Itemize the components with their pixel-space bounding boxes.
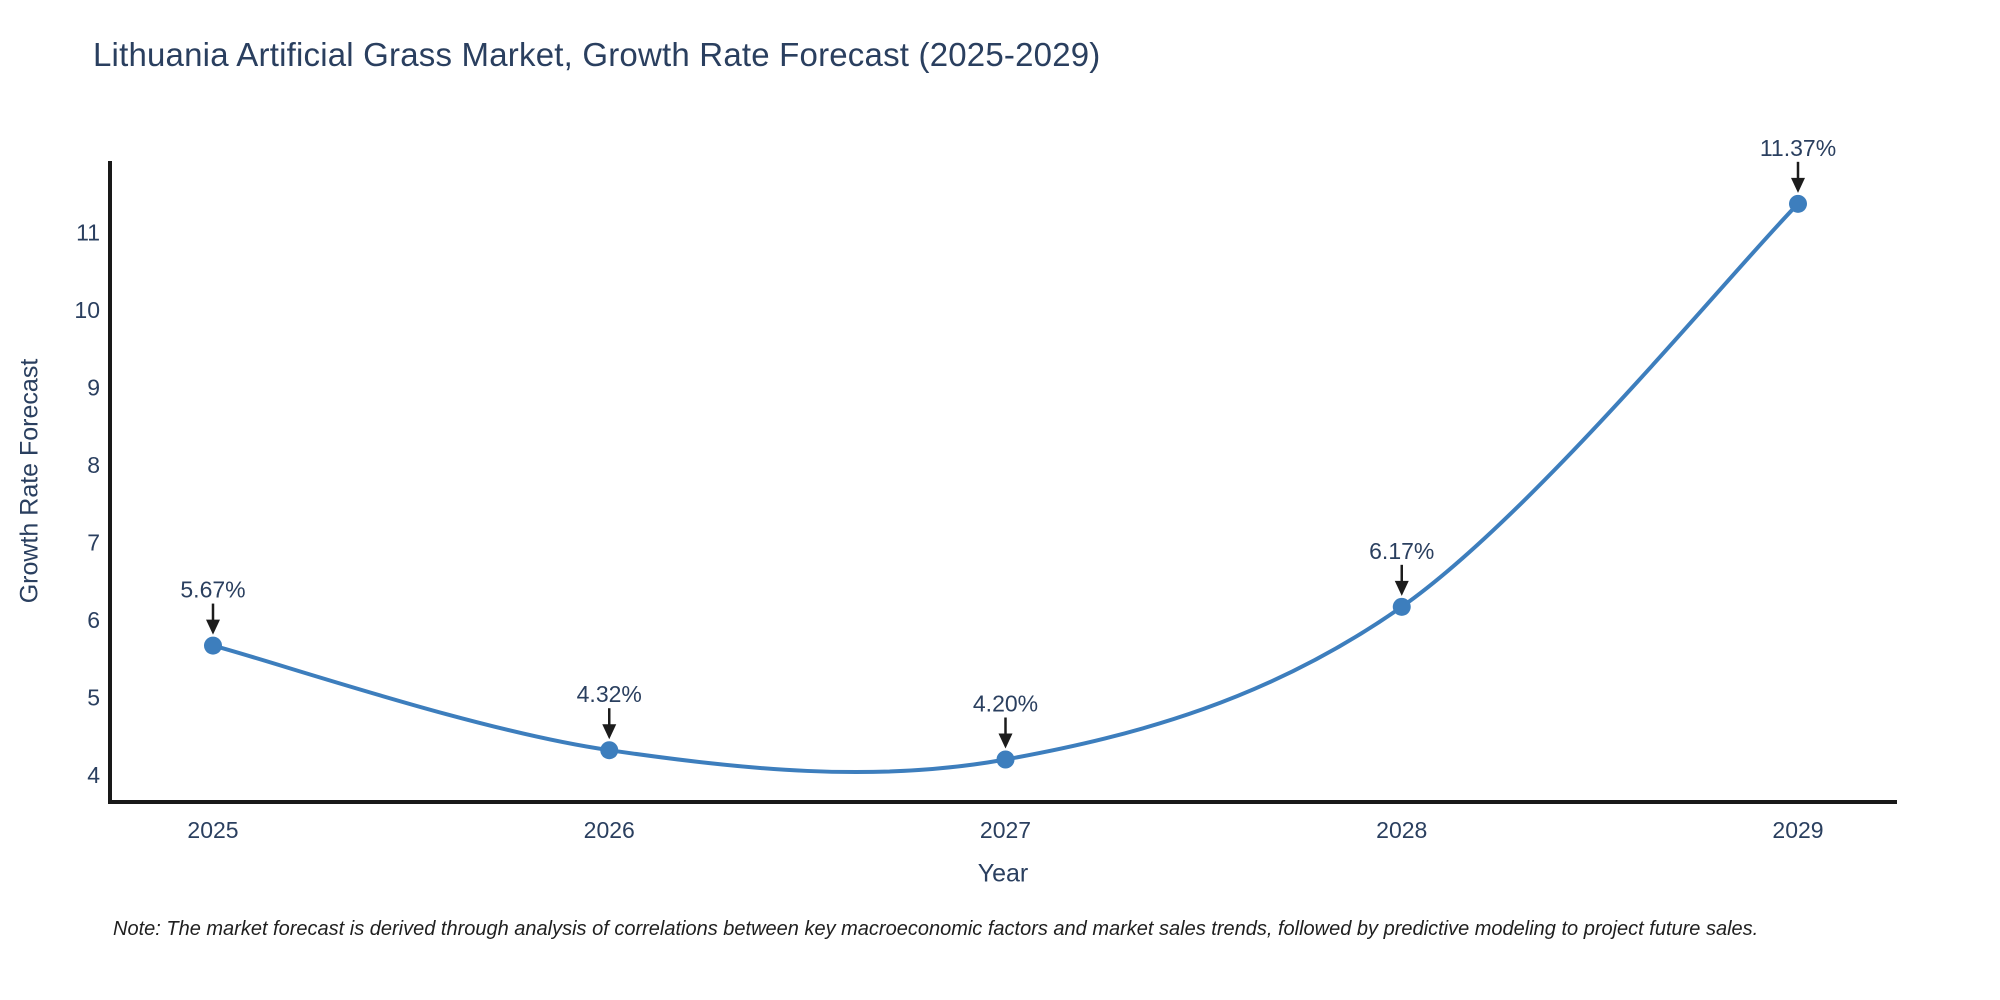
y-tick-label-6: 6 xyxy=(87,607,100,633)
x-tick-label-2028: 2028 xyxy=(1376,817,1427,843)
annotation-arrowhead-2025 xyxy=(206,619,220,635)
data-point-2026[interactable] xyxy=(600,741,619,760)
y-axis-title: Growth Rate Forecast xyxy=(15,358,44,604)
y-tick-label-4: 4 xyxy=(87,762,100,788)
point-label-2025: 5.67% xyxy=(180,577,245,603)
data-point-2028[interactable] xyxy=(1392,597,1411,616)
point-label-2026: 4.32% xyxy=(577,681,642,707)
data-point-2029[interactable] xyxy=(1789,194,1807,213)
x-tick-label-2029: 2029 xyxy=(1772,817,1823,843)
y-tick-label-5: 5 xyxy=(87,685,100,711)
data-point-2025[interactable] xyxy=(204,636,222,655)
y-tick-label-9: 9 xyxy=(87,375,100,401)
growth-rate-curve xyxy=(211,201,1800,775)
chart-title: Lithuania Artificial Grass Market, Growt… xyxy=(93,36,1101,73)
annotation-arrowhead-2027 xyxy=(998,733,1013,749)
x-tick-label-2025: 2025 xyxy=(187,817,238,843)
point-label-2029: 11.37% xyxy=(1760,135,1836,161)
footnote: Note: The market forecast is derived thr… xyxy=(113,918,1759,940)
x-tick-label-2026: 2026 xyxy=(584,817,635,843)
annotation-arrowhead-2029 xyxy=(1791,177,1805,193)
y-tick-label-7: 7 xyxy=(87,530,100,556)
point-label-2028: 6.17% xyxy=(1369,538,1434,564)
y-tick-label-11: 11 xyxy=(76,220,100,246)
annotation-arrowhead-2028 xyxy=(1394,580,1409,596)
y-tick-label-10: 10 xyxy=(74,297,100,323)
data-point-2027[interactable] xyxy=(996,750,1015,769)
point-label-2027: 4.20% xyxy=(973,691,1038,717)
x-tick-label-2027: 2027 xyxy=(980,817,1031,843)
y-tick-label-8: 8 xyxy=(87,452,100,478)
x-axis-title: Year xyxy=(977,859,1029,888)
annotation-arrowhead-2026 xyxy=(602,724,617,740)
